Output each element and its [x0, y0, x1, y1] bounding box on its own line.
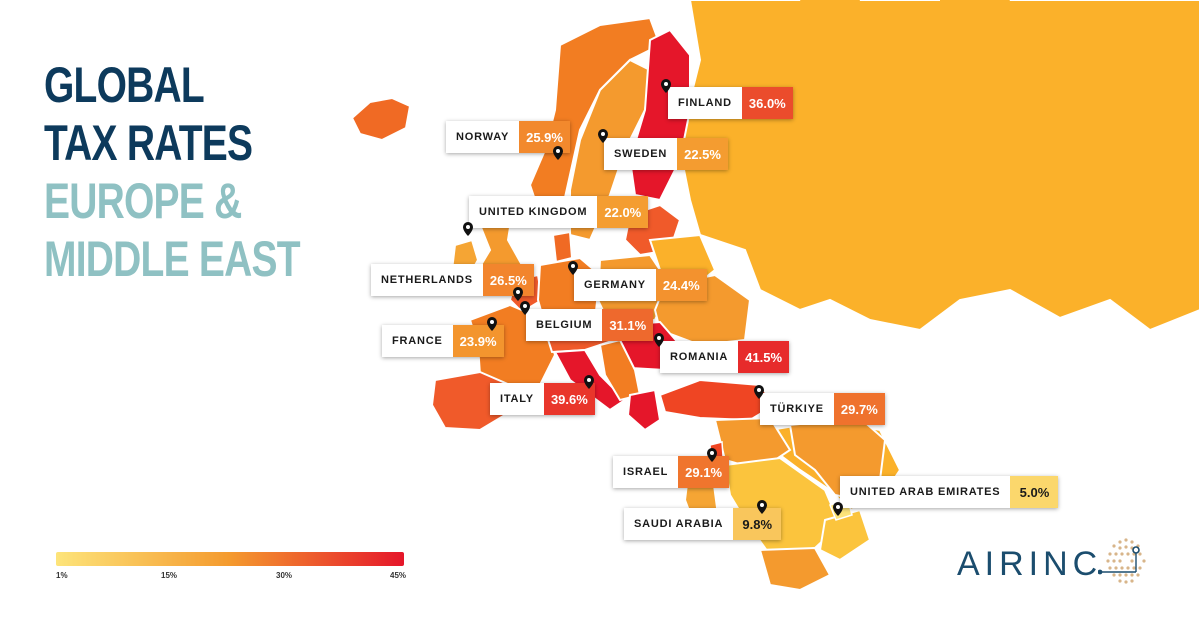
callout-sweden[interactable]: SWEDEN 22.5% [604, 138, 728, 170]
country-label: BELGIUM [536, 319, 593, 331]
map-pin-icon [661, 79, 671, 93]
legend-color-scale [56, 552, 404, 566]
callout-israel[interactable]: ISRAEL 29.1% [613, 456, 730, 488]
callout-uae[interactable]: UNITED ARAB EMIRATES 5.0% [840, 476, 1059, 508]
country-label: TÜRKIYE [770, 403, 824, 415]
country-label: ROMANIA [670, 351, 729, 363]
map-pin-icon [654, 333, 664, 347]
map-pin-icon [513, 287, 523, 301]
arctic-island-2 [930, 0, 1010, 70]
rate-badge: 5.0% [1010, 476, 1059, 508]
callout-italy[interactable]: ITALY 39.6% [490, 383, 595, 415]
greece-shape [626, 388, 662, 432]
rate-badge: 26.5% [482, 264, 534, 296]
country-label: ISRAEL [623, 466, 669, 478]
airinc-logo: AIRINC [957, 545, 1103, 583]
rate-badge: 22.0% [597, 196, 649, 228]
map-pin-icon [568, 261, 578, 275]
map-pin-icon [757, 500, 767, 514]
callout-france[interactable]: FRANCE 23.9% [382, 325, 504, 357]
legend-min-label: 1% [56, 571, 68, 580]
yemen-shape [758, 546, 832, 592]
iceland [350, 96, 412, 142]
country-label: GERMANY [584, 279, 646, 291]
country-label: ITALY [500, 393, 534, 405]
map-pin-icon [754, 385, 764, 399]
arctic-island-1 [800, 0, 860, 40]
map-pin-icon [553, 146, 563, 160]
map-pin-icon [598, 129, 608, 143]
map-pin-icon [833, 502, 843, 516]
rate-badge: 24.4% [655, 269, 707, 301]
title-line-3: EUROPE & [44, 173, 242, 229]
country-label: NORWAY [456, 131, 510, 143]
country-label: FINLAND [678, 97, 732, 109]
rate-badge: 41.5% [738, 341, 790, 373]
norway-shape [528, 16, 662, 222]
map-pin-icon [463, 222, 473, 236]
rate-badge: 9.8% [733, 508, 782, 540]
callout-netherlands[interactable]: NETHERLANDS 26.5% [371, 264, 534, 296]
map-pin-icon [520, 301, 530, 315]
country-label: FRANCE [392, 335, 443, 347]
rate-badge: 36.0% [741, 87, 793, 119]
oman-shape [818, 508, 872, 562]
callout-germany[interactable]: GERMANY 24.4% [574, 269, 707, 301]
map-pin-icon [707, 448, 717, 462]
rate-badge: 39.6% [543, 383, 595, 415]
legend-tick-15: 15% [161, 571, 178, 580]
country-label: UNITED KINGDOM [479, 206, 588, 218]
legend-tick-30: 30% [276, 571, 293, 580]
country-label: SAUDI ARABIA [634, 518, 724, 530]
rate-badge: 29.1% [678, 456, 730, 488]
callout-finland[interactable]: FINLAND 36.0% [668, 87, 793, 119]
denmark-shape [551, 230, 574, 264]
callout-uk[interactable]: UNITED KINGDOM 22.0% [469, 196, 649, 228]
rate-badge: 22.5% [677, 138, 728, 170]
rate-badge: 29.7% [833, 393, 885, 425]
callout-belgium[interactable]: BELGIUM 31.1% [526, 309, 654, 341]
rate-badge: 23.9% [452, 325, 504, 357]
title-line-2: TAX RATES [44, 115, 253, 171]
callout-norway[interactable]: NORWAY 25.9% [446, 121, 570, 153]
page-title: GLOBAL TAX RATES EUROPE & MIDDLE EAST [44, 56, 301, 288]
title-line-4: MIDDLE EAST [44, 231, 301, 287]
dotted-globe-icon [1098, 538, 1146, 584]
callout-saudi[interactable]: SAUDI ARABIA 9.8% [624, 508, 782, 540]
map-pin-icon [487, 317, 497, 331]
country-label: UNITED ARAB EMIRATES [850, 486, 1001, 498]
callout-turkiye[interactable]: TÜRKIYE 29.7% [760, 393, 885, 425]
legend-max-label: 45% [390, 571, 407, 580]
rate-badge: 31.1% [602, 309, 654, 341]
country-label: SWEDEN [614, 148, 668, 160]
country-label: NETHERLANDS [381, 274, 473, 286]
title-line-1: GLOBAL [44, 57, 205, 113]
map-pin-icon [584, 375, 594, 389]
callout-romania[interactable]: ROMANIA 41.5% [660, 341, 790, 373]
